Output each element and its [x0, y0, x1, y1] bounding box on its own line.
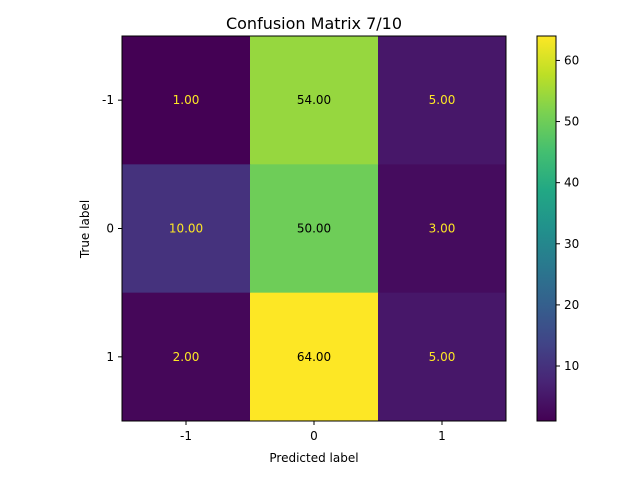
heatmap-cell — [250, 164, 379, 294]
y-axis-ticks: -1 0 1 — [102, 93, 122, 364]
x-tick-label: -1 — [180, 429, 192, 443]
colorbar-tick-label: 10 — [564, 359, 579, 373]
heatmap-cell — [378, 164, 507, 294]
heatmap-cell — [122, 292, 251, 422]
heatmap-cell — [378, 36, 507, 165]
colorbar-tick-label: 40 — [564, 176, 579, 190]
colorbar-tick-label: 30 — [564, 237, 579, 251]
heatmap-cell-label: 1.00 — [173, 93, 200, 107]
heatmap-cells — [122, 36, 507, 422]
colorbar — [536, 35, 557, 422]
heatmap-cell-label: 3.00 — [429, 222, 456, 236]
heatmap-cell — [250, 292, 379, 422]
heatmap-cell-labels: 1.00 54.00 5.00 10.00 50.00 3.00 2.00 64.00 5.00 — [169, 93, 456, 364]
heatmap-cell — [250, 36, 379, 165]
chart-title: Confusion Matrix 7/10 — [226, 14, 402, 33]
y-tick-label: 1 — [106, 350, 114, 364]
y-tick-label: -1 — [102, 93, 114, 107]
heatmap-cell — [378, 292, 507, 422]
x-axis-ticks: -1 0 1 — [180, 421, 446, 443]
x-tick-label: 1 — [438, 429, 446, 443]
heatmap-cell-label: 50.00 — [297, 222, 331, 236]
heatmap-cell-label: 5.00 — [429, 93, 456, 107]
colorbar-tick-label: 60 — [564, 53, 579, 67]
heatmap-cell-label: 54.00 — [297, 93, 331, 107]
colorbar-tick-label: 20 — [564, 298, 579, 312]
colorbar-tick-label: 50 — [564, 115, 579, 129]
heatmap-cell-label: 5.00 — [429, 350, 456, 364]
heatmap-cell — [122, 164, 251, 294]
heatmap-cell-label: 2.00 — [173, 350, 200, 364]
heatmap-cell — [122, 36, 251, 165]
x-axis-label: Predicted label — [269, 451, 358, 465]
y-tick-label: 0 — [106, 222, 114, 236]
heatmap-cell-label: 64.00 — [297, 350, 331, 364]
heatmap-cell-label: 10.00 — [169, 222, 203, 236]
y-axis-label: True label — [78, 200, 92, 259]
x-tick-label: 0 — [310, 429, 318, 443]
colorbar-ticks: 10 20 30 40 50 60 — [556, 53, 579, 373]
